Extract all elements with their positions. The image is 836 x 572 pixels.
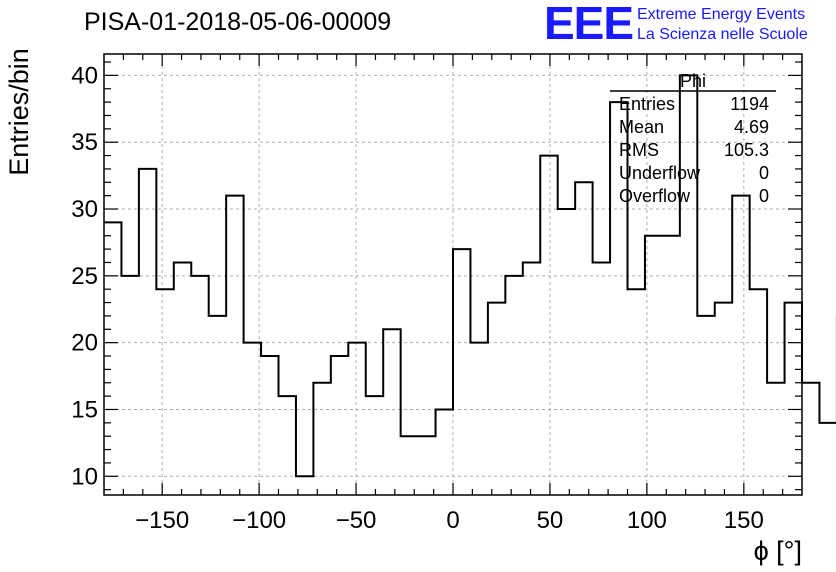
histogram-bin	[540, 156, 557, 495]
x-tick-label: 0	[446, 507, 459, 534]
stats-value: 1194	[730, 94, 769, 114]
histogram-bin	[191, 276, 208, 495]
histogram-bin	[436, 409, 453, 495]
stats-label: Overflow	[619, 186, 691, 206]
histogram-bin	[558, 209, 575, 495]
x-tick-label: −150	[135, 507, 189, 534]
y-axis-label: Entries/bin	[4, 48, 34, 176]
histogram-bin	[366, 396, 383, 495]
stats-label: Entries	[619, 94, 675, 114]
histogram-bin	[453, 249, 470, 495]
y-tick-label: 40	[71, 62, 98, 89]
histogram-bin	[174, 262, 191, 495]
histogram-bin	[680, 75, 697, 495]
stats-box: Phi Entries 1194 Mean 4.69 RMS 105.3 Underflow…	[610, 71, 776, 206]
axis-ticks: −150 −100 −50 0 50 100 150 10 15 20 25 30 35 40	[71, 54, 802, 534]
histogram-bin	[104, 222, 121, 495]
histogram-bin	[575, 182, 592, 495]
histogram-outline	[104, 74, 836, 478]
histogram-bin	[261, 356, 278, 495]
x-tick-label: 100	[627, 507, 667, 534]
histogram-bin	[505, 276, 522, 495]
histogram-bin	[401, 436, 418, 495]
histogram-bin	[523, 262, 540, 495]
eee-logo: EEE	[544, 0, 634, 49]
logo-line-1: Extreme Energy Events	[637, 6, 806, 23]
histogram-bin	[488, 303, 505, 495]
histogram-title: PISA-01-2018-05-06-00009	[84, 8, 392, 36]
histogram-bin	[662, 236, 679, 495]
x-tick-label: −100	[232, 507, 286, 534]
stats-value: 0	[759, 186, 769, 206]
histogram-bin	[750, 289, 767, 495]
histogram-bin	[697, 316, 714, 495]
stats-title: Phi	[680, 71, 706, 91]
y-tick-label: 30	[71, 196, 98, 223]
stats-value: 105.3	[724, 140, 769, 160]
histogram-bin	[593, 262, 610, 495]
stats-label: Mean	[619, 117, 664, 137]
y-tick-label: 35	[71, 129, 98, 156]
x-tick-label: −50	[336, 507, 377, 534]
histogram-bin	[279, 396, 296, 495]
histogram-bin	[470, 343, 487, 495]
histogram-bin	[628, 289, 645, 495]
histogram-bin	[121, 276, 138, 495]
x-axis-label: ϕ [°]	[754, 536, 802, 566]
logo-line-2: La Scienza nelle Scuole	[637, 26, 808, 43]
histogram-bin	[313, 383, 330, 495]
x-tick-label: 150	[724, 507, 764, 534]
stats-label: RMS	[619, 140, 659, 160]
histogram-bin	[610, 102, 627, 495]
x-tick-label: 50	[537, 507, 564, 534]
histogram-bin	[296, 476, 313, 495]
histogram-bin	[732, 196, 749, 495]
histogram-bin	[209, 316, 226, 495]
histogram-bin	[819, 423, 836, 495]
histogram-bin	[418, 436, 435, 495]
stats-value: 4.69	[734, 117, 769, 137]
histogram-bin	[139, 169, 156, 495]
histogram-bin	[156, 289, 173, 495]
histogram-bin	[348, 343, 365, 495]
y-tick-label: 15	[71, 396, 98, 423]
histogram-bin	[802, 383, 819, 495]
histogram-bin	[383, 329, 400, 495]
histogram-bin	[226, 196, 243, 495]
y-tick-label: 10	[71, 463, 98, 490]
stats-value: 0	[759, 163, 769, 183]
y-tick-label: 25	[71, 263, 98, 290]
histogram-bin	[244, 343, 261, 495]
histogram-bin	[715, 303, 732, 495]
histogram-bin	[785, 303, 802, 495]
y-tick-label: 20	[71, 330, 98, 357]
histogram-bin	[331, 356, 348, 495]
histogram-bin	[645, 236, 662, 495]
histogram-bin	[767, 383, 784, 495]
histogram-series	[104, 74, 836, 495]
stats-label: Underflow	[619, 163, 701, 183]
